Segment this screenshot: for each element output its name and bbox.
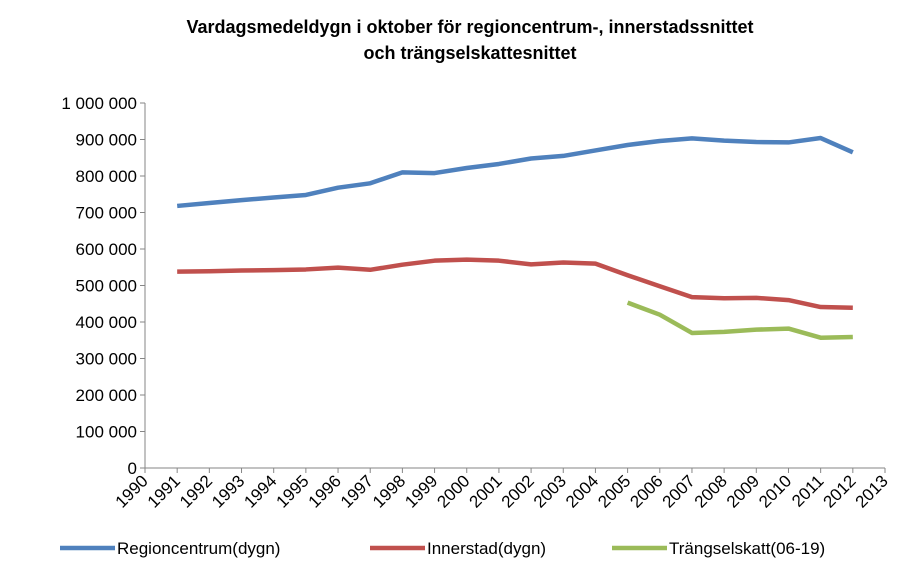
y-tick-label: 0: [128, 459, 137, 478]
y-tick-label: 200 000: [76, 386, 137, 405]
series-line: [177, 257, 853, 311]
y-tick-label: 1 000 000: [61, 94, 137, 113]
y-tick-label: 500 000: [76, 277, 137, 296]
series-line: [626, 300, 853, 340]
legend-label: Regioncentrum(dygn): [117, 539, 280, 558]
y-tick-label: 800 000: [76, 167, 137, 186]
y-tick-label: 600 000: [76, 240, 137, 259]
series-line: [176, 135, 854, 209]
y-tick-label: 900 000: [76, 131, 137, 150]
y-tick-label: 400 000: [76, 313, 137, 332]
legend-label: Trängselskatt(06-19): [669, 539, 825, 558]
y-tick-label: 300 000: [76, 350, 137, 369]
chart-title: och trängselskattesnittet: [363, 43, 576, 63]
legend-label: Innerstad(dygn): [427, 539, 546, 558]
chart-title: Vardagsmedeldygn i oktober för regioncen…: [186, 17, 753, 37]
y-tick-label: 700 000: [76, 204, 137, 223]
y-tick-label: 100 000: [76, 423, 137, 442]
